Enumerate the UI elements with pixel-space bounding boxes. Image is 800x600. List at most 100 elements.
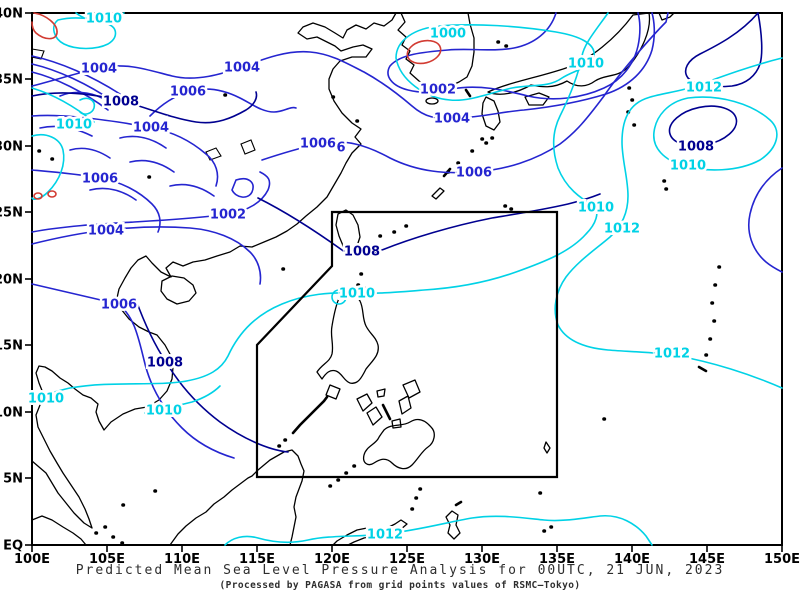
- contour-label-1006: 1006: [82, 172, 118, 187]
- isobar-1010-swoosh: [31, 12, 609, 400]
- y-tick-label: 30N: [0, 140, 23, 155]
- isobars-red: [31, 12, 442, 200]
- contour-label-1000: 1000: [430, 27, 466, 42]
- coastline-borneo: [169, 449, 305, 546]
- isobar-1010-closed-loop: [653, 96, 778, 171]
- axis-labels: 100E 105E 110E 115E 120E 125E 130E 135E 140E 145E…: [0, 7, 800, 568]
- isobar-cyan-arc-small: [79, 97, 96, 115]
- title-block: Predicted Mean Sea Level Pressure Analys…: [0, 563, 800, 591]
- coastline-panay: [356, 393, 373, 412]
- isobar-1012-equatorial: [224, 514, 653, 546]
- contour-label-6: 6: [336, 141, 345, 156]
- coastline-honshu: [487, 12, 651, 95]
- isobar-right-edge-hook: [748, 167, 783, 273]
- contour-label-1010: 1010: [146, 404, 182, 419]
- isobar-navy-topright: [684, 12, 763, 88]
- axis-ticks: [25, 12, 783, 552]
- contour-value-labels: 1010 1010 1000 1010 1012 1010 1010 1012 1012 1010…: [25, 9, 724, 545]
- x-tick-label: 130E: [464, 552, 500, 567]
- y-tick-label: 10N: [0, 406, 23, 421]
- isobar-fragment-7: [169, 183, 215, 197]
- isobar-1004-left: [31, 226, 262, 285]
- x-tick-label: 110E: [164, 552, 200, 567]
- coastline-okinawa: [431, 187, 445, 200]
- y-tick-label: 25N: [0, 206, 23, 221]
- coastline-palau: [543, 441, 551, 454]
- isobars-cyan: [31, 12, 783, 546]
- contour-label-1010: 1010: [568, 57, 604, 72]
- isobar-fragment-5: [129, 159, 175, 173]
- contour-label-1010: 1010: [86, 12, 122, 27]
- coastline-tsushima: [464, 88, 472, 98]
- contour-label-1010: 1010: [339, 287, 375, 302]
- contour-label-1002: 1002: [210, 208, 246, 223]
- coastline-mainland-asia: [31, 12, 397, 529]
- lake-poyang: [240, 139, 256, 155]
- contour-label-1004: 1004: [88, 224, 124, 239]
- red-contour-left-2: [47, 190, 57, 198]
- x-tick-label: 120E: [314, 552, 350, 567]
- isobar-cyan-blob-left: [31, 134, 65, 200]
- y-tick-label: 40N: [0, 7, 23, 22]
- contour-label-1004: 1004: [224, 61, 260, 76]
- map-subtitle: (Processed by PAGASA from grid points va…: [219, 580, 581, 591]
- isobar-1006-nw: [149, 88, 297, 117]
- isobars-blue: [31, 12, 783, 459]
- coastline-jeju: [425, 97, 439, 105]
- contour-label-1006: 1006: [456, 166, 492, 181]
- coastline-kyushu: [481, 96, 501, 131]
- contour-label-1012: 1012: [604, 222, 640, 237]
- y-tick-label: 35N: [0, 73, 23, 88]
- contour-label-1012: 1012: [686, 81, 722, 96]
- contour-label-1010: 1010: [28, 392, 64, 407]
- contour-label-1006: 1006: [101, 298, 137, 313]
- red-contour-topleft: [31, 12, 58, 40]
- contour-label-1004: 1004: [81, 62, 117, 77]
- x-tick-label: 125E: [389, 552, 425, 567]
- isobar-1000-korea-loop: [395, 24, 595, 102]
- isobar-fragment-4: [69, 147, 111, 159]
- contour-label-1004: 1004: [133, 121, 169, 136]
- coastline-sulawesi: [332, 519, 408, 546]
- isobar-bundle-3: [31, 71, 109, 111]
- isobar-1010-topleft: [75, 12, 125, 22]
- coastline-luzon: [316, 292, 379, 384]
- isobar-1002-korea-loop: [387, 12, 641, 100]
- coastline-mindoro: [325, 384, 341, 400]
- x-tick-label: 135E: [539, 552, 575, 567]
- coastline-samar: [402, 379, 421, 399]
- contour-label-1008: 1008: [678, 140, 714, 155]
- isobar-1012-east-snake: [554, 57, 783, 389]
- coastline-bohol: [391, 418, 402, 429]
- contour-label-1010: 1010: [56, 118, 92, 133]
- isobar-1002-left: [31, 171, 271, 233]
- y-tick-label: 20N: [0, 273, 23, 288]
- coastline-cebu: [381, 403, 392, 421]
- y-tick-label: EQ: [3, 539, 23, 554]
- coastline-halmahera: [445, 510, 461, 540]
- coastline-negros: [366, 406, 383, 426]
- coastline-masbate: [376, 388, 386, 398]
- isobar-1010-southchina-branch: [144, 385, 221, 414]
- map-title: Predicted Mean Sea Level Pressure Analys…: [75, 563, 725, 578]
- contour-label-1006: 1006: [300, 137, 336, 152]
- coastline-taiwan: [335, 209, 361, 256]
- coastline-shikoku: [524, 92, 550, 106]
- y-tick-label: 5N: [3, 472, 23, 487]
- coastline-palawan: [291, 395, 329, 435]
- isobar-1004-long: [31, 12, 656, 119]
- contour-label-1008: 1008: [344, 245, 380, 260]
- coastline-hokkaido-fragment: [658, 12, 675, 21]
- isobar-cyan-dots: [147, 93, 228, 179]
- contour-label-1012: 1012: [654, 347, 690, 362]
- isobar-1006-vietnam: [31, 283, 235, 459]
- isobar-1008-closed-high: [668, 105, 738, 147]
- contour-label-1010: 1010: [578, 201, 614, 216]
- isobar-cyan-under-label: [61, 121, 91, 129]
- coastline-morotai: [454, 500, 463, 507]
- lake-dots: [37, 95, 360, 161]
- isobar-1010-tiny-loop: [331, 289, 347, 305]
- contour-label-1010: 1010: [670, 159, 706, 174]
